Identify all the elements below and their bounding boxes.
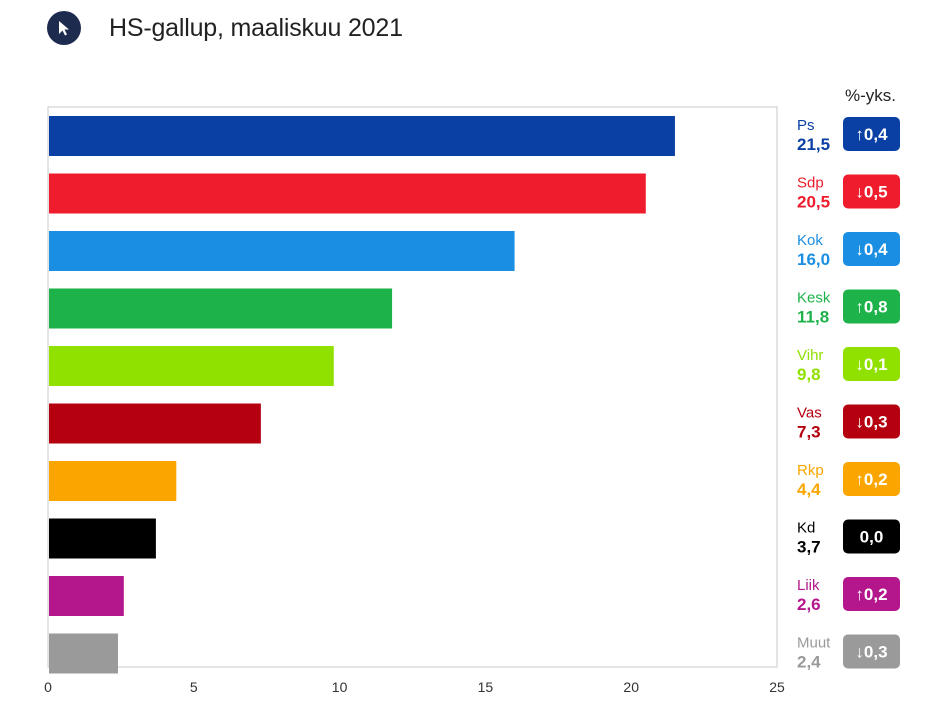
party-label: Vihr <box>797 347 823 364</box>
chart-title: HS-gallup, maaliskuu 2021 <box>109 13 403 42</box>
change-badge <box>843 289 900 324</box>
change-label: ↑0,8 <box>855 298 887 317</box>
change-label: ↓0,3 <box>855 643 887 662</box>
value-label: 11,8 <box>797 308 829 327</box>
party-label: Ps <box>797 117 815 134</box>
change-badge <box>843 347 900 381</box>
plot-frame <box>47 106 778 668</box>
bar-kok <box>49 231 515 271</box>
change-badge <box>843 232 900 266</box>
x-tick-label: 10 <box>332 679 348 695</box>
cursor-arrow-icon <box>47 11 81 45</box>
x-tick-label: 15 <box>478 679 494 695</box>
party-label: Vas <box>797 405 822 422</box>
change-label: ↓0,5 <box>855 183 887 202</box>
change-label: ↑0,2 <box>855 470 887 489</box>
change-badge <box>843 404 900 439</box>
change-label: ↑0,2 <box>855 585 887 604</box>
bar-sdp <box>49 173 646 214</box>
x-tick-label: 20 <box>623 679 639 695</box>
party-label: Sdp <box>797 175 824 192</box>
party-label: Liik <box>797 577 820 594</box>
change-badge <box>843 634 900 669</box>
change-badge <box>843 577 900 611</box>
value-label: 9,8 <box>797 365 821 384</box>
party-label: Kd <box>797 520 815 537</box>
value-label: 3,7 <box>797 538 821 557</box>
value-label: 2,4 <box>797 653 821 672</box>
bar-vas <box>49 403 261 444</box>
value-label: 20,5 <box>797 193 830 212</box>
party-label: Kok <box>797 232 823 249</box>
value-label: 4,4 <box>797 480 821 499</box>
value-label: 16,0 <box>797 250 830 269</box>
chart-header: HS-gallup, maaliskuu 2021 <box>47 10 403 46</box>
change-badge <box>843 462 900 496</box>
change-unit-label: %-yks. <box>845 86 896 105</box>
change-badge <box>843 519 900 554</box>
x-tick-label: 5 <box>190 679 198 695</box>
change-badge <box>843 117 900 151</box>
x-tick-label: 0 <box>44 679 52 695</box>
change-label: ↑0,4 <box>855 125 888 144</box>
change-badge <box>843 174 900 209</box>
bar-liik <box>49 576 124 616</box>
x-tick-label: 25 <box>769 679 785 695</box>
bar-muut <box>49 633 118 674</box>
value-label: 2,6 <box>797 595 821 614</box>
change-label: ↓0,1 <box>855 355 887 374</box>
party-label: Rkp <box>797 462 824 479</box>
change-label: ↓0,4 <box>855 240 888 259</box>
bar-kd <box>49 518 156 559</box>
bar-ps <box>49 116 675 156</box>
party-label: Kesk <box>797 290 831 307</box>
value-label: 21,5 <box>797 135 830 154</box>
bar-rkp <box>49 461 177 501</box>
bar-kesk <box>49 288 393 329</box>
bar-vihr <box>49 346 334 386</box>
change-label: ↓0,3 <box>855 413 887 432</box>
party-label: Muut <box>797 635 831 652</box>
change-label: 0,0 <box>860 528 884 547</box>
value-label: 7,3 <box>797 423 821 442</box>
